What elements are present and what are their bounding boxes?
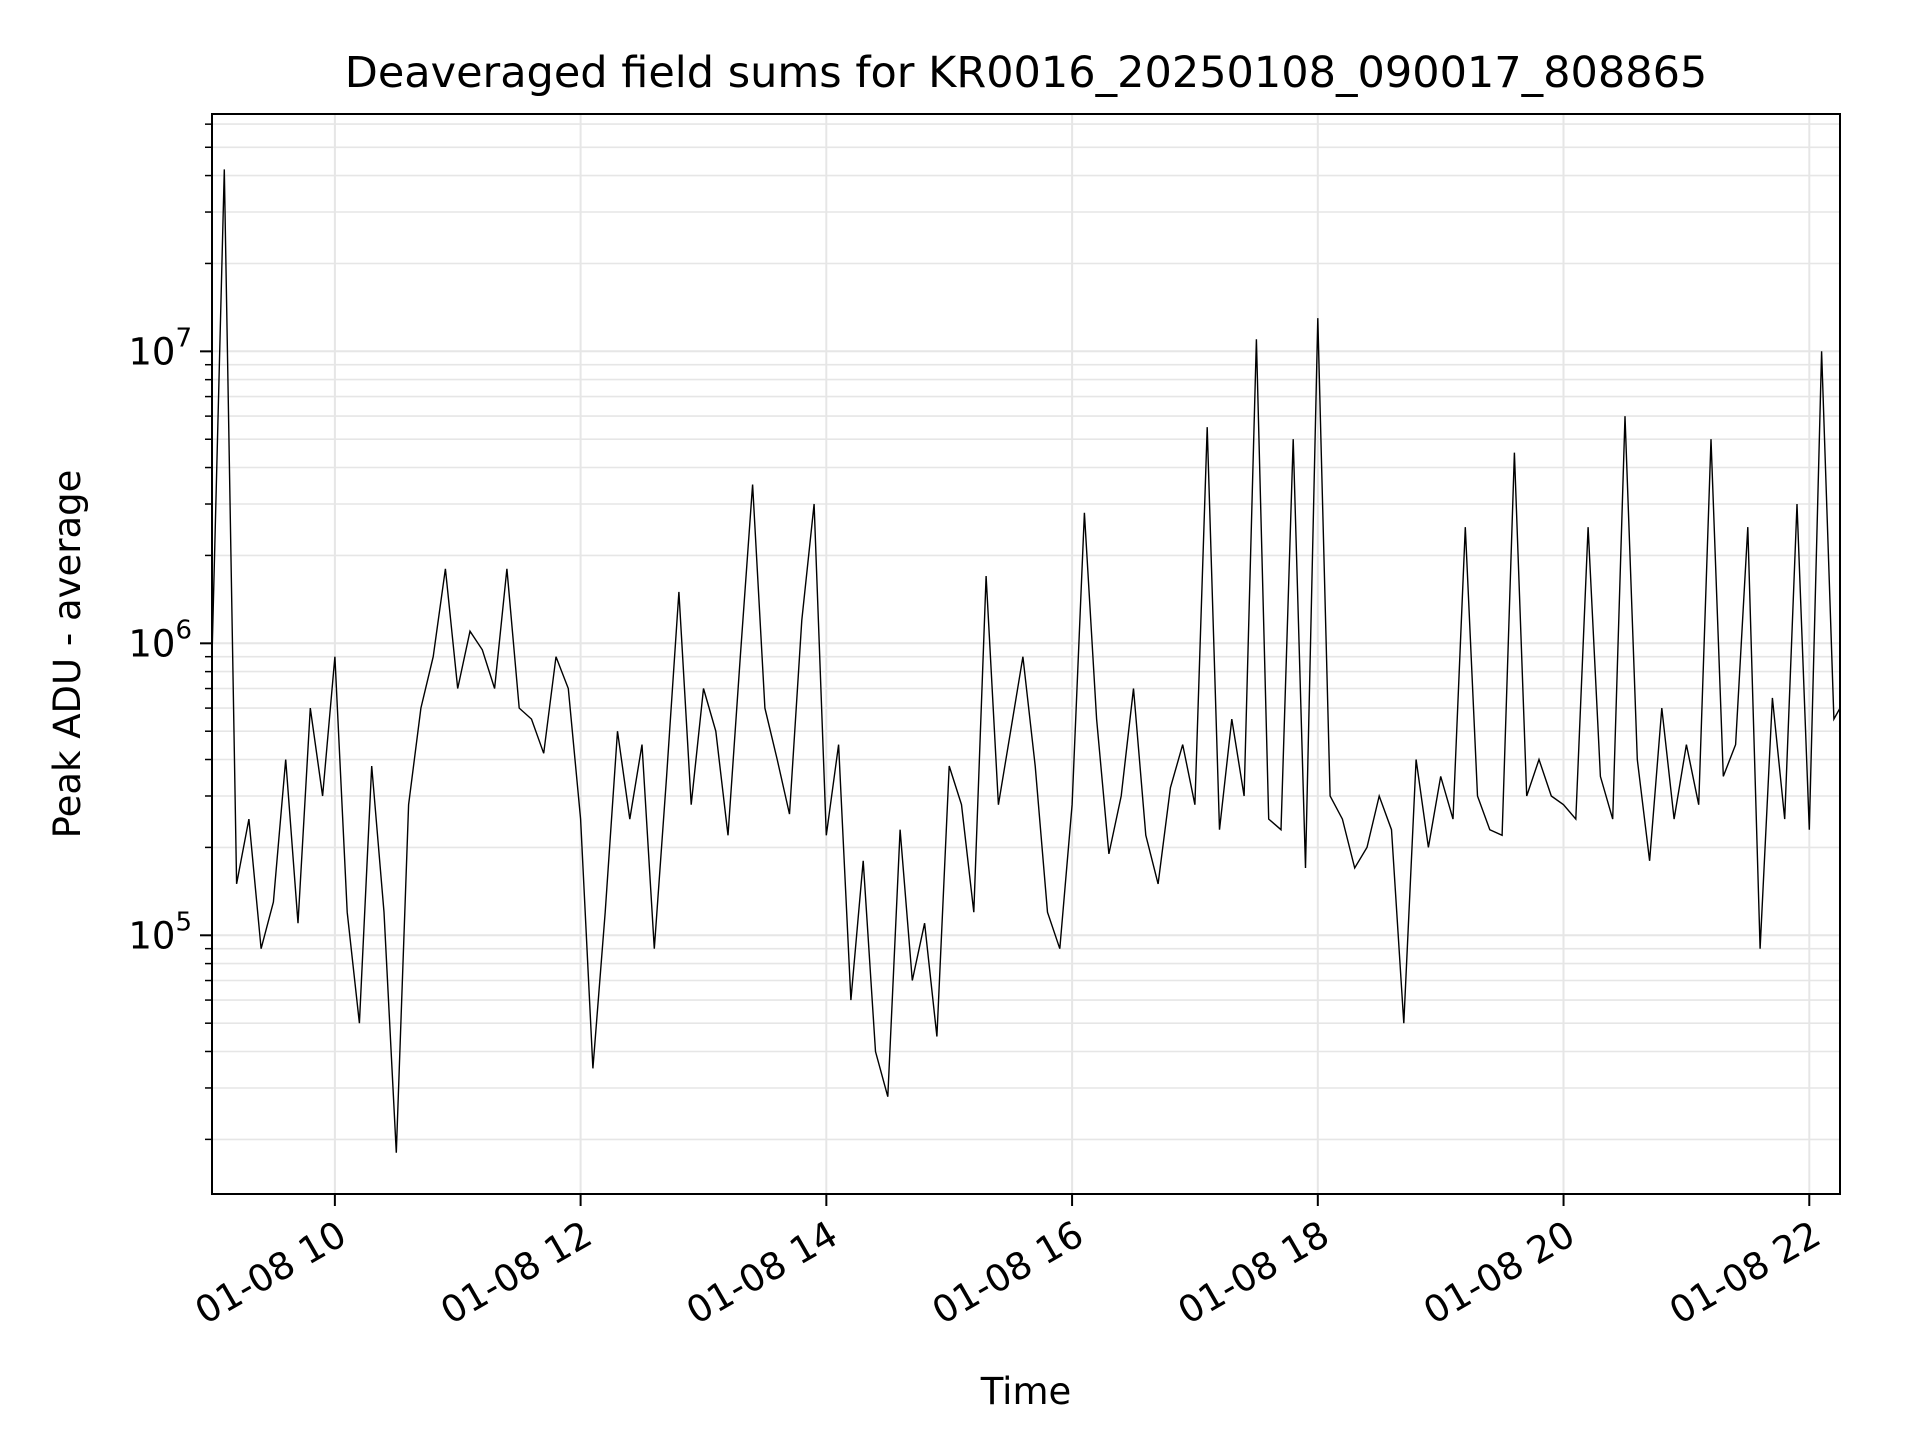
x-tick-label: 01-08 20 — [1416, 1213, 1582, 1333]
plot-frame — [211, 113, 1841, 1195]
y-tick-label: 106 — [128, 615, 192, 665]
x-tick-label: 01-08 14 — [679, 1213, 845, 1333]
y-tick-label: 107 — [128, 323, 192, 373]
x-tick-label: 01-08 12 — [434, 1213, 600, 1333]
x-tick-label: 01-08 22 — [1662, 1213, 1828, 1333]
x-tick-label: 01-08 16 — [925, 1213, 1091, 1333]
series-line — [211, 169, 1841, 1153]
major-gridlines — [212, 114, 1840, 1194]
x-axis-ticks: 01-08 10 01-08 12 01-08 14 01-08 16 01-08 18… — [188, 1194, 1828, 1333]
x-axis-label: Time — [980, 1370, 1072, 1413]
chart-title: Deaveraged field sums for KR0016_2025010… — [345, 48, 1708, 98]
x-tick-label: 01-08 18 — [1171, 1213, 1337, 1333]
y-tick-label: 105 — [128, 907, 192, 957]
x-tick-label: 01-08 10 — [188, 1213, 354, 1333]
y-axis-label: Peak ADU - average — [46, 470, 89, 839]
plot-background — [212, 114, 1840, 1194]
y-axis-ticks: 105 106 107 — [128, 123, 212, 1141]
